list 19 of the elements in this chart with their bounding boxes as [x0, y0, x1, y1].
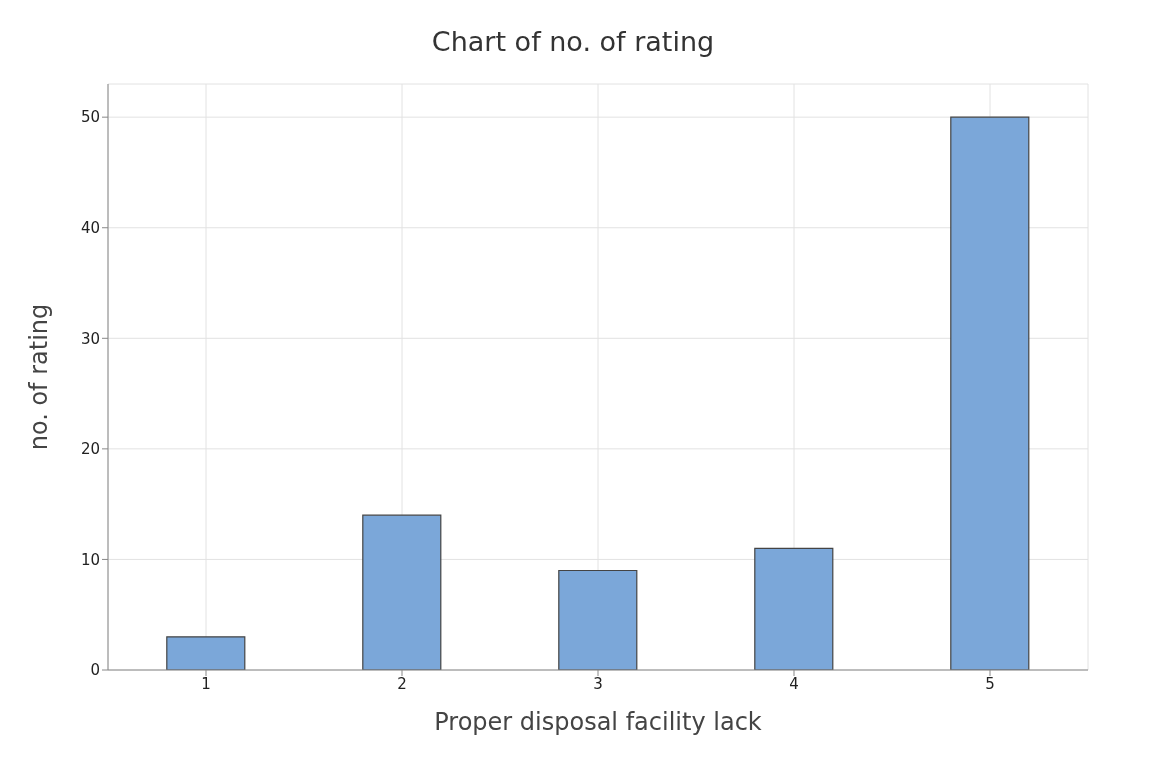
x-tick-label: 4 [789, 674, 799, 693]
y-tick-label: 40 [80, 219, 100, 238]
x-tick-label: 3 [593, 674, 603, 693]
y-tick-label: 0 [90, 661, 100, 680]
x-tick-label: 2 [397, 674, 407, 693]
y-axis-title: no. of rating [24, 303, 53, 451]
y-tick-label: 30 [80, 329, 100, 348]
bar [166, 636, 246, 670]
y-tick-label: 20 [80, 440, 100, 459]
bar [558, 569, 638, 670]
x-tick-label: 5 [985, 674, 995, 693]
bar [362, 514, 442, 670]
x-tick-label: 1 [201, 674, 211, 693]
chart-title: Chart of no. of rating [430, 25, 716, 59]
y-tick-label: 50 [80, 108, 100, 127]
bar [754, 547, 834, 670]
y-tick-label: 10 [80, 550, 100, 569]
bar [950, 116, 1030, 670]
x-axis-title: Proper disposal facility lack [434, 708, 762, 736]
